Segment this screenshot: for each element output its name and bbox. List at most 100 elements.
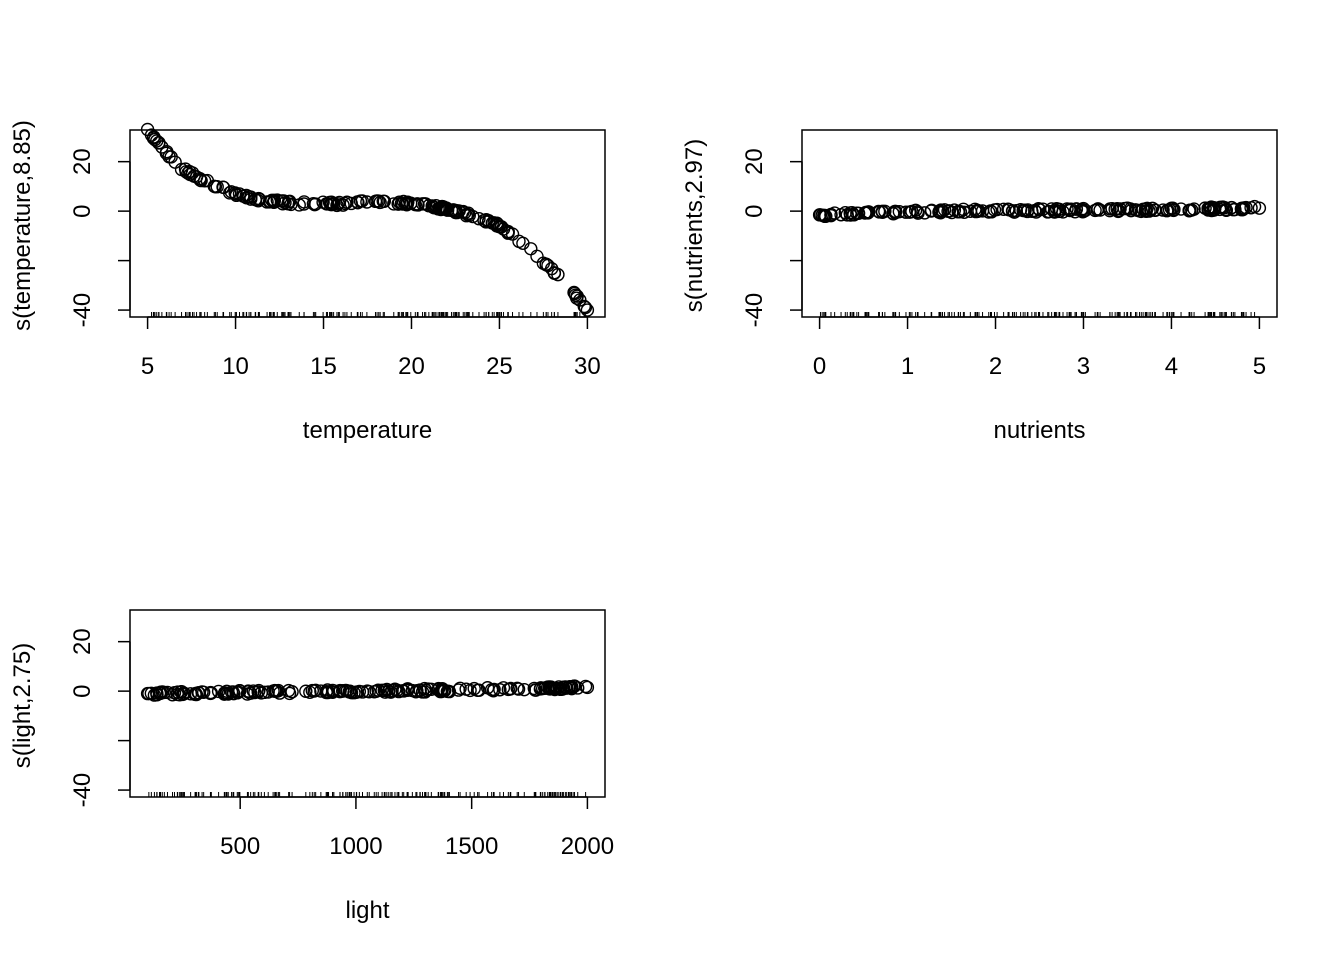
data-point	[951, 205, 965, 219]
data-point	[181, 166, 195, 180]
data-point	[536, 256, 551, 270]
data-point	[248, 685, 262, 700]
data-point	[917, 206, 932, 220]
data-point	[459, 209, 474, 223]
data-point	[1201, 203, 1215, 217]
data-point	[1224, 200, 1239, 215]
data-point	[1093, 203, 1107, 217]
nutrients-panel: 0 1 2 3 4 5 -40 0 20 nutrients s(nutrients,2.97)	[681, 129, 1278, 444]
data-point	[1009, 204, 1024, 218]
y-axis-title: s(light,2.75)	[9, 643, 36, 768]
data-point	[308, 683, 323, 698]
data-point	[360, 195, 374, 209]
data-point	[911, 206, 925, 220]
data-point	[155, 685, 169, 699]
data-point	[336, 198, 350, 212]
data-point	[556, 680, 571, 694]
data-point	[924, 204, 938, 218]
temperature-panel: 5 10 15 20 25 30 -40 0 20 temperature s(temperatur…	[9, 120, 606, 444]
data-point	[441, 684, 455, 699]
y-tick-label: -40	[69, 773, 96, 808]
data-point	[987, 203, 1002, 217]
data-point	[580, 303, 595, 317]
data-point	[370, 194, 384, 208]
data-point	[187, 169, 201, 183]
x-tick-label: 2	[989, 353, 1002, 380]
data-point	[164, 150, 178, 164]
data-point	[843, 206, 857, 220]
data-point	[344, 196, 358, 211]
data-point	[482, 215, 496, 229]
y-tick-label: -40	[69, 293, 96, 328]
data-point	[1214, 200, 1229, 215]
y-tick-label: 0	[741, 204, 768, 217]
data-point	[812, 208, 827, 222]
x-tick-label: 1500	[445, 833, 498, 860]
x-tick-label: 4	[1165, 353, 1178, 380]
y-tick-label: 20	[741, 148, 768, 175]
plot-frame	[801, 129, 1278, 318]
data-point	[417, 681, 432, 696]
data-point	[384, 685, 398, 699]
data-point	[878, 204, 892, 219]
data-point	[244, 192, 258, 206]
data-point	[861, 205, 876, 219]
y-tick-label: 20	[69, 148, 96, 175]
data-point	[307, 197, 322, 212]
data-point	[1162, 203, 1177, 217]
data-point	[570, 289, 584, 303]
y-axis-title: s(nutrients,2.97)	[681, 139, 708, 312]
x-tick-label: 0	[813, 353, 826, 380]
data-point	[538, 681, 552, 695]
data-point	[360, 684, 374, 698]
x-tick-label: 25	[486, 353, 513, 380]
data-point	[228, 186, 242, 200]
data-point	[325, 683, 340, 698]
data-point	[196, 685, 211, 699]
light-panel: 500 1000 1500 2000 -40 0 20 light s(light,2.75)	[9, 609, 614, 924]
data-point	[282, 686, 297, 701]
data-point	[472, 683, 486, 697]
x-axis-title: nutrients	[993, 417, 1085, 444]
data-point	[439, 202, 453, 216]
data-point	[165, 688, 180, 702]
data-point	[493, 683, 507, 697]
x-tick-label: 5	[141, 353, 154, 380]
data-point	[547, 266, 562, 280]
data-point	[1076, 201, 1091, 216]
data-point	[150, 686, 164, 700]
data-point	[391, 197, 406, 211]
data-point	[490, 218, 504, 233]
data-point	[1156, 203, 1170, 217]
data-point	[932, 204, 947, 218]
data-point	[278, 195, 292, 210]
x-tick-label: 20	[398, 353, 425, 380]
data-point	[1244, 201, 1258, 215]
data-point	[501, 224, 515, 239]
data-point	[431, 202, 445, 216]
data-point	[236, 189, 250, 203]
x-tick-label: 500	[220, 833, 260, 860]
y-tick-label: 20	[69, 628, 96, 655]
data-point	[1041, 205, 1055, 219]
data-point	[220, 686, 234, 701]
data-point	[1103, 203, 1117, 218]
data-point	[261, 685, 275, 699]
data-point	[501, 682, 516, 697]
data-point	[888, 206, 903, 220]
data-point	[1113, 202, 1127, 216]
data-point	[257, 685, 272, 700]
data-point	[174, 685, 189, 699]
data-point	[223, 186, 237, 200]
data-point	[942, 204, 957, 218]
data-point	[417, 197, 432, 211]
data-point	[336, 684, 350, 698]
y-tick-label: 0	[69, 684, 96, 697]
data-point	[400, 196, 415, 210]
plot-frame	[129, 129, 606, 318]
data-point	[243, 686, 258, 700]
data-point	[319, 684, 334, 699]
data-point	[512, 234, 526, 249]
data-point	[267, 195, 281, 209]
